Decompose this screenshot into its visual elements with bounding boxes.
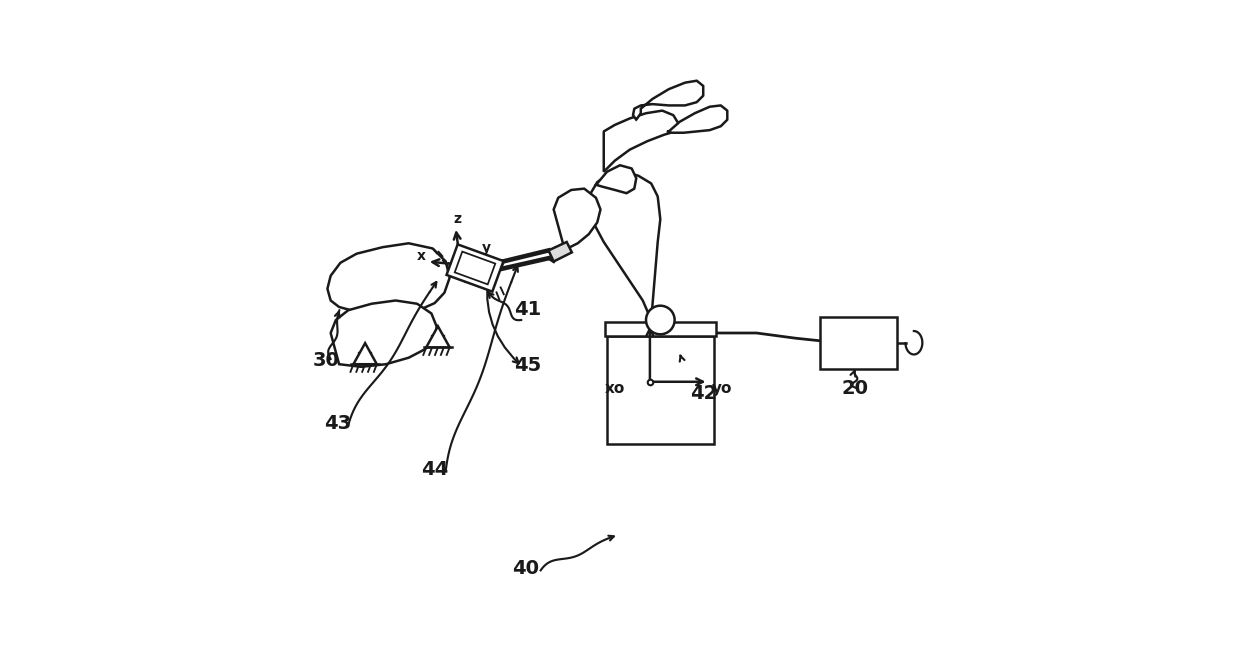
Text: 40: 40 <box>512 558 539 578</box>
Polygon shape <box>589 172 660 320</box>
Polygon shape <box>455 251 495 284</box>
Polygon shape <box>667 105 728 133</box>
Text: xo: xo <box>605 381 625 396</box>
Text: y: y <box>482 241 491 255</box>
Text: 42: 42 <box>689 385 717 404</box>
FancyBboxPatch shape <box>821 317 897 369</box>
Text: x: x <box>417 249 427 263</box>
Polygon shape <box>634 81 703 119</box>
Polygon shape <box>353 343 377 364</box>
Text: 45: 45 <box>515 356 542 375</box>
Polygon shape <box>331 300 436 367</box>
Text: 20: 20 <box>842 379 869 398</box>
Polygon shape <box>604 110 678 172</box>
FancyBboxPatch shape <box>605 322 717 336</box>
Polygon shape <box>327 244 450 315</box>
Polygon shape <box>554 189 600 250</box>
Circle shape <box>646 306 675 334</box>
Polygon shape <box>427 326 450 347</box>
Text: 30: 30 <box>312 351 340 370</box>
FancyBboxPatch shape <box>608 336 714 443</box>
Text: 41: 41 <box>515 300 542 319</box>
Polygon shape <box>446 244 503 292</box>
Polygon shape <box>548 242 572 261</box>
Text: zo: zo <box>655 307 675 322</box>
Text: 44: 44 <box>422 460 449 479</box>
Text: z: z <box>454 212 461 226</box>
Text: 43: 43 <box>324 414 351 433</box>
Text: yo: yo <box>712 381 732 396</box>
Polygon shape <box>596 165 636 193</box>
